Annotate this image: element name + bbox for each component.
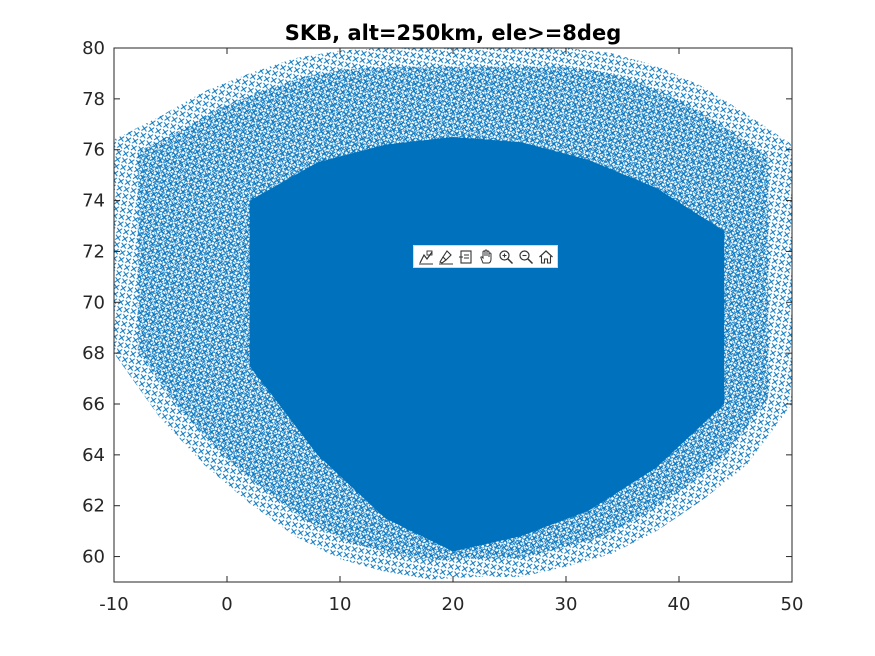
x-tick-label: 0: [221, 594, 232, 615]
axes-toolbar: [413, 245, 558, 268]
brush-button[interactable]: [436, 247, 455, 266]
y-tick-label: 74: [82, 191, 105, 212]
pan-icon: [479, 248, 491, 263]
zoom-in-icon: [498, 249, 513, 264]
x-tick-label: 30: [555, 594, 578, 615]
y-tick-label: 80: [82, 38, 105, 59]
x-axis: -10 0 10 20 30 40 50: [99, 48, 803, 615]
zoom-out-icon: [518, 249, 533, 264]
y-tick-label: 70: [82, 292, 105, 313]
y-tick-label: 66: [82, 394, 105, 415]
home-icon: [538, 249, 553, 264]
data-tips-icon: [418, 250, 433, 264]
y-tick-label: 68: [82, 343, 105, 364]
export-button[interactable]: [456, 247, 475, 266]
data-tips-button[interactable]: [416, 247, 435, 266]
brush-icon: [438, 249, 453, 264]
y-tick-label: 60: [82, 547, 105, 568]
x-tick-label: 50: [781, 594, 804, 615]
y-tick-label: 62: [82, 496, 105, 517]
y-tick-label: 76: [82, 140, 105, 161]
y-tick-label: 64: [82, 445, 105, 466]
zoom-in-button[interactable]: [496, 247, 515, 266]
x-tick-label: 10: [329, 594, 352, 615]
zoom-out-button[interactable]: [516, 247, 535, 266]
home-button[interactable]: [536, 247, 555, 266]
x-tick-label: 20: [442, 594, 465, 615]
y-tick-label: 72: [82, 241, 105, 262]
pan-button[interactable]: [476, 247, 495, 266]
x-tick-label: -10: [99, 594, 128, 615]
x-tick-label: 40: [668, 594, 691, 615]
plot-area[interactable]: [114, 48, 792, 580]
y-tick-label: 78: [82, 89, 105, 110]
export-icon: [458, 249, 472, 264]
chart-title: SKB, alt=250km, ele>=8deg: [285, 21, 621, 45]
coverage-scatter-core: [249, 137, 725, 552]
y-axis: 60 62 64 66 68 70 72 74 76 78 80: [82, 38, 792, 568]
